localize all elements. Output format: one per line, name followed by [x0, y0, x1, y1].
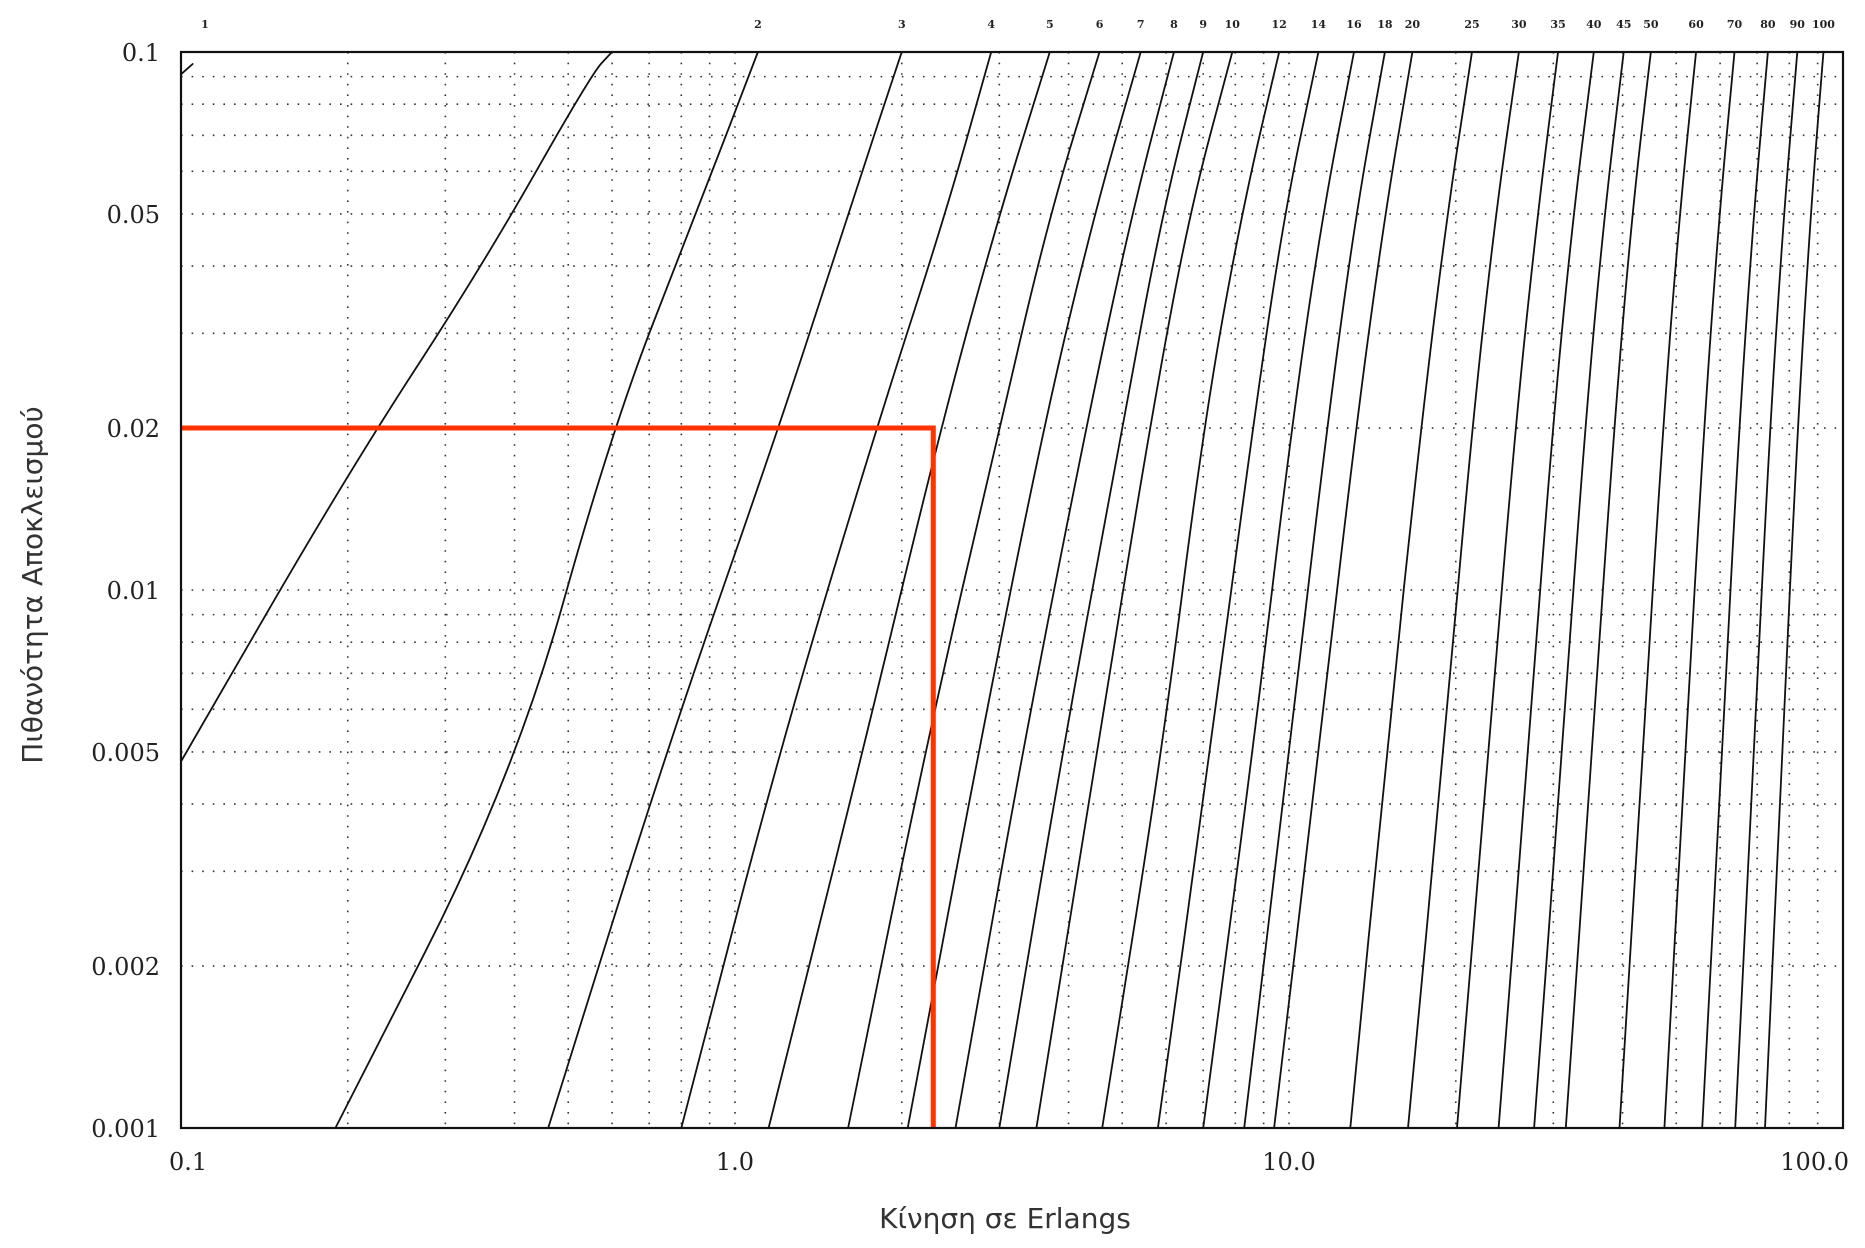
curve-label: 90: [1790, 18, 1806, 31]
y-tick-label: 0.1: [122, 39, 160, 67]
curve-labels: 1 2 3 4 5 6 7 8 9 10 12 14 16 18 20 25 30 35 40 45 50 60 70 80 9…: [201, 18, 1835, 31]
curves: [180, 51, 1825, 1129]
curve-label: 18: [1377, 18, 1393, 31]
curve-label: 25: [1464, 18, 1479, 31]
curve-n-35: [1456, 51, 1559, 1129]
curve-n-90: [1734, 51, 1799, 1129]
curve-label: 30: [1511, 18, 1527, 31]
curve-n-16: [1202, 51, 1355, 1129]
curve-label: 1: [201, 18, 209, 31]
curve-label: 45: [1616, 18, 1631, 31]
curve-n-14: [1157, 51, 1320, 1129]
curve-label: 10: [1225, 18, 1241, 31]
y-tick-label: 0.005: [91, 739, 160, 767]
y-tick-label: 0.002: [91, 953, 160, 981]
curve-label: 100: [1812, 18, 1835, 31]
curve-label: 5: [1046, 18, 1054, 31]
curve-label: 14: [1311, 18, 1327, 31]
curve-n-4: [680, 51, 993, 1129]
curve-label: 16: [1346, 18, 1362, 31]
curve-n-100: [1764, 51, 1825, 1129]
grid-lines: [181, 52, 1843, 1128]
curve-label: 50: [1643, 18, 1659, 31]
curve-n-1: [180, 51, 613, 762]
y-tick-label: 0.05: [107, 201, 160, 229]
y-tick-label: 0.001: [91, 1115, 160, 1143]
curve-n-45: [1533, 51, 1625, 1129]
curve-label: 80: [1760, 18, 1776, 31]
curve-label: 20: [1405, 18, 1421, 31]
curve-n-6: [847, 51, 1101, 1129]
curve-n-3: [547, 51, 903, 1129]
curve-n-70: [1663, 51, 1736, 1129]
curve-label: 60: [1688, 18, 1704, 31]
curve-label: 6: [1096, 18, 1104, 31]
curve-n-10: [1035, 51, 1234, 1129]
curve-n-60: [1618, 51, 1697, 1129]
curve-n-18: [1243, 51, 1386, 1129]
curve-n-20: [1273, 51, 1414, 1129]
guide-line: [181, 425, 936, 1128]
x-tick-label: 1.0: [716, 1148, 754, 1176]
curve-label: 70: [1727, 18, 1743, 31]
curve-n-80: [1701, 51, 1769, 1129]
curve-label: 8: [1170, 18, 1178, 31]
y-tick-labels: 0.1 0.05 0.02 0.01 0.005 0.002 0.001: [91, 39, 160, 1143]
curve-n-25: [1349, 51, 1473, 1129]
curve-label: 35: [1550, 18, 1565, 31]
curve-label: 9: [1199, 18, 1207, 31]
x-tick-label: 10.0: [1262, 1148, 1315, 1176]
curve-n-9: [998, 51, 1205, 1129]
curve-n-5: [767, 51, 1051, 1129]
curve-label: 7: [1137, 18, 1145, 31]
curve-label: 4: [987, 18, 995, 31]
x-tick-label: 100.0: [1780, 1148, 1849, 1176]
x-axis-label: Κίνηση σε Erlangs: [879, 1202, 1131, 1235]
curve-n-30: [1407, 51, 1520, 1129]
x-tick-label: 0.1: [169, 1148, 207, 1176]
red-guide-lines: [181, 425, 936, 1128]
y-tick-label: 0.01: [107, 577, 160, 605]
y-axis-label: Πιθανότητα Αποκλεισμού: [16, 406, 49, 763]
curve-n-40: [1497, 51, 1595, 1129]
plot-frame: [179, 50, 1845, 1130]
curve-n-7: [906, 51, 1142, 1129]
curve-label: 40: [1586, 18, 1602, 31]
curve-label: 3: [898, 18, 906, 31]
curve-n-2: [334, 51, 759, 1129]
curve-n-12: [1101, 51, 1281, 1129]
curve-label: 2: [754, 18, 762, 31]
curve-n-50: [1564, 51, 1652, 1129]
curve-n-8: [954, 51, 1175, 1129]
y-tick-label: 0.02: [107, 415, 160, 443]
curve-label: 12: [1272, 18, 1287, 31]
x-tick-labels: 0.1 1.0 10.0 100.0: [169, 1148, 1849, 1176]
curve-n-1: [180, 63, 194, 75]
